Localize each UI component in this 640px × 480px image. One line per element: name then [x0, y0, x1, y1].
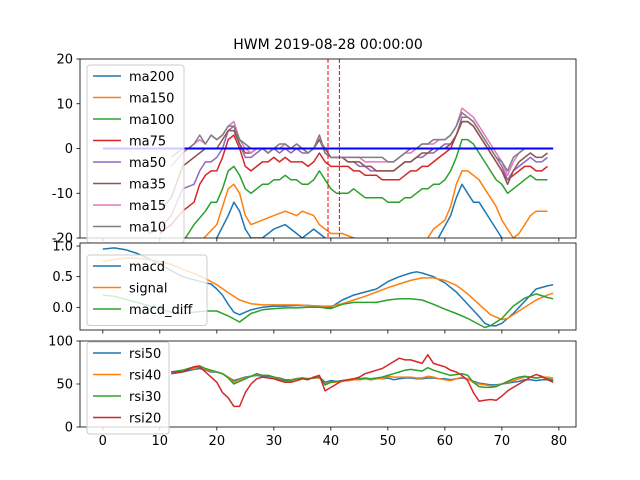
figure-title: HWM 2019-08-28 00:00:00 [233, 37, 423, 53]
legend-box [86, 254, 208, 326]
legend-label-ma35: ma35 [129, 178, 166, 193]
legend-label-ma50: ma50 [129, 156, 166, 171]
legend-label-ma150: ma150 [129, 92, 174, 107]
x-tick-label: 50 [380, 434, 397, 449]
x-tick-label: 40 [323, 434, 340, 449]
y-tick-label: 10 [56, 97, 73, 112]
y-tick-label: 100 [48, 335, 73, 350]
panel-macd: 0.0 0.5 1.0 macd signal macd_diff [52, 240, 577, 334]
series-line-ma150 [202, 170, 548, 238]
x-tick-label: 60 [437, 434, 454, 449]
y-tick-label: 0 [65, 421, 73, 436]
y-tick-label: -20 [52, 232, 73, 247]
legend-label-ma10: ma10 [129, 221, 166, 236]
legend-label-ma200: ma200 [129, 70, 174, 85]
panels: -20-1001020ma200ma150ma100ma75ma50ma35ma… [48, 53, 577, 449]
plot-frame [79, 242, 577, 331]
legend-label-ma75: ma75 [129, 135, 166, 150]
legend-label-macd: macd [129, 260, 165, 275]
legend-label-rsi50: rsi50 [129, 347, 161, 362]
series-line-ma10 [170, 111, 548, 172]
y-tick-label: 0.0 [52, 301, 73, 316]
x-tick-label: 20 [209, 434, 226, 449]
series-line-ma200 [214, 183, 503, 238]
x-tick-label: 70 [494, 434, 511, 449]
series-line-rsi30 [171, 365, 554, 389]
series-line-ma100 [184, 138, 548, 238]
legend-label-macd_diff: macd_diff [129, 303, 193, 318]
y-tick-label: -10 [52, 187, 73, 202]
plot-lines [171, 354, 554, 408]
legend-label-ma15: ma15 [129, 199, 166, 214]
y-tick-label: 0.5 [52, 270, 73, 285]
x-tick-label: 10 [152, 434, 169, 449]
legend-label-ma100: ma100 [129, 113, 174, 128]
series-line-rsi40 [171, 366, 554, 387]
panel-rsi: 0 50 100 0 10 20 30 40 50 60 70 80 rsi50 rsi40 rsi30 rs… [48, 335, 577, 449]
x-tick-label: 0 [99, 434, 107, 449]
y-tick-label: 0 [65, 142, 73, 157]
legend-label-signal: signal [129, 282, 167, 297]
x-tick-label: 80 [551, 434, 568, 449]
legend-label-rsi40: rsi40 [129, 369, 161, 384]
x-tick-label: 30 [266, 434, 283, 449]
series-line-rsi20 [171, 354, 554, 408]
y-tick-label: 50 [56, 378, 73, 393]
series-line-ma35 [159, 120, 548, 212]
y-tick-label: 1.0 [52, 240, 73, 255]
y-tick-label: 20 [56, 53, 73, 68]
legend-box [86, 341, 170, 435]
legend-label-rsi30: rsi30 [129, 390, 161, 405]
legend-label-rsi20: rsi20 [129, 412, 161, 427]
panel-ma: -20 -10 0 10 20 ma200 ma150 ma100 ma75 ma50 ma35 ma… [52, 53, 577, 247]
